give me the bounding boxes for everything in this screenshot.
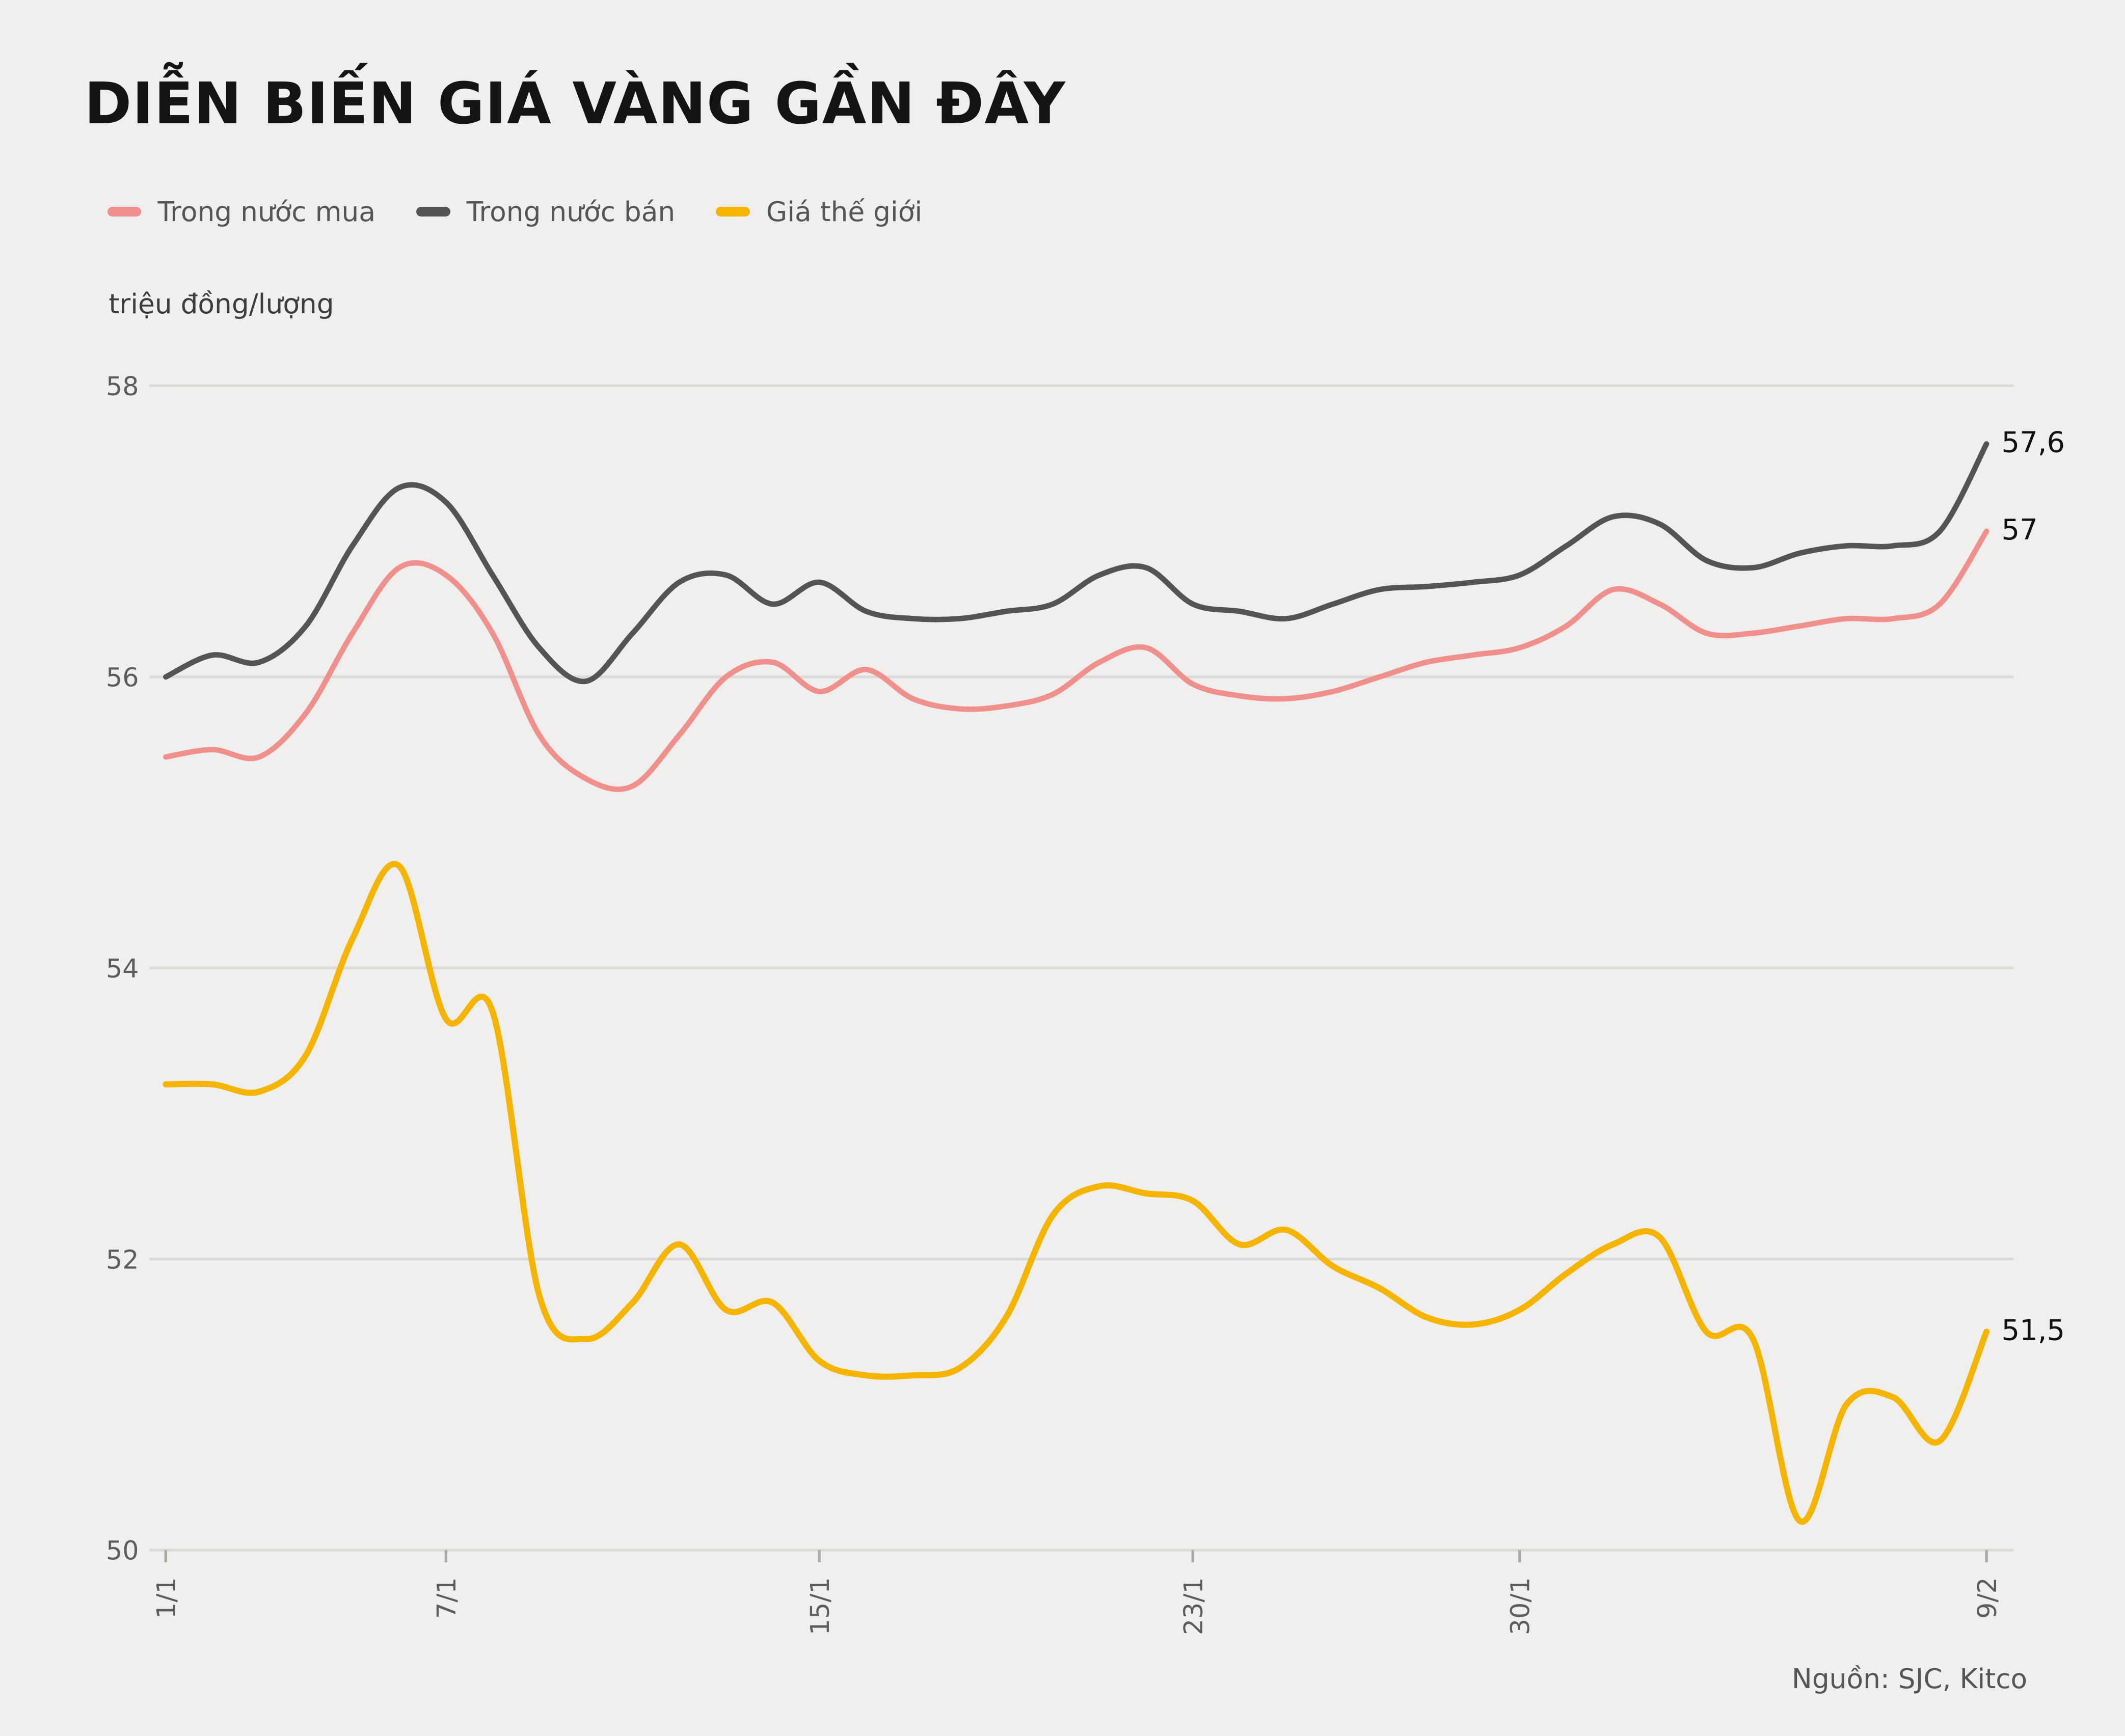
legend-item-trong-nuoc-mua: Trong nước mua <box>107 196 375 228</box>
y-axis-tick-label: 54 <box>106 954 139 984</box>
source-credit: Nguồn: SJC, Kitco <box>1791 1663 2028 1695</box>
y-axis-tick-label: 58 <box>106 371 139 401</box>
x-axis-tick-label: 30/1 <box>1505 1577 1535 1635</box>
gold-price-chart: 50 52 54 56 58 1/1 7/1 15/1 23/1 30/1 9/2 57 57,6 51,… <box>106 371 2065 1635</box>
series-end-value-label: 51,5 <box>2001 1314 2065 1347</box>
y-axis-tick-label: 56 <box>106 663 139 693</box>
series-line-1 <box>163 441 1989 685</box>
x-axis-tick-label: 23/1 <box>1178 1577 1208 1635</box>
legend-label: Trong nước bán <box>466 196 676 228</box>
series-end-value-label: 57 <box>2001 513 2037 547</box>
series-end-value-label: 57,6 <box>2001 426 2065 459</box>
legend-label: Trong nước mua <box>157 196 375 228</box>
y-axis-tick-label: 50 <box>106 1536 139 1566</box>
legend: Trong nước mua Trong nước bán Giá thế gi… <box>107 196 922 228</box>
series-line-2 <box>163 861 1990 1525</box>
legend-swatch-gray <box>416 207 450 216</box>
y-axis-unit-label: triệu đồng/lượng <box>109 288 334 320</box>
legend-label: Giá thế giới <box>766 196 923 228</box>
x-axis-tick-label: 1/1 <box>151 1577 181 1619</box>
page-title: DIỄN BIẾN GIÁ VÀNG GẦN ĐÂY <box>84 70 1066 137</box>
series-line-0 <box>163 528 1989 792</box>
y-axis-tick-label: 52 <box>106 1244 139 1274</box>
x-axis-tick-label: 15/1 <box>805 1577 835 1635</box>
legend-swatch-pink <box>107 207 142 216</box>
x-axis-tick-label: 7/1 <box>432 1577 462 1619</box>
legend-swatch-yellow <box>716 207 750 216</box>
legend-item-gia-the-gioi: Giá thế giới <box>716 196 922 228</box>
x-axis-tick-label: 9/2 <box>1972 1577 2002 1619</box>
legend-item-trong-nuoc-ban: Trong nước bán <box>416 196 675 228</box>
